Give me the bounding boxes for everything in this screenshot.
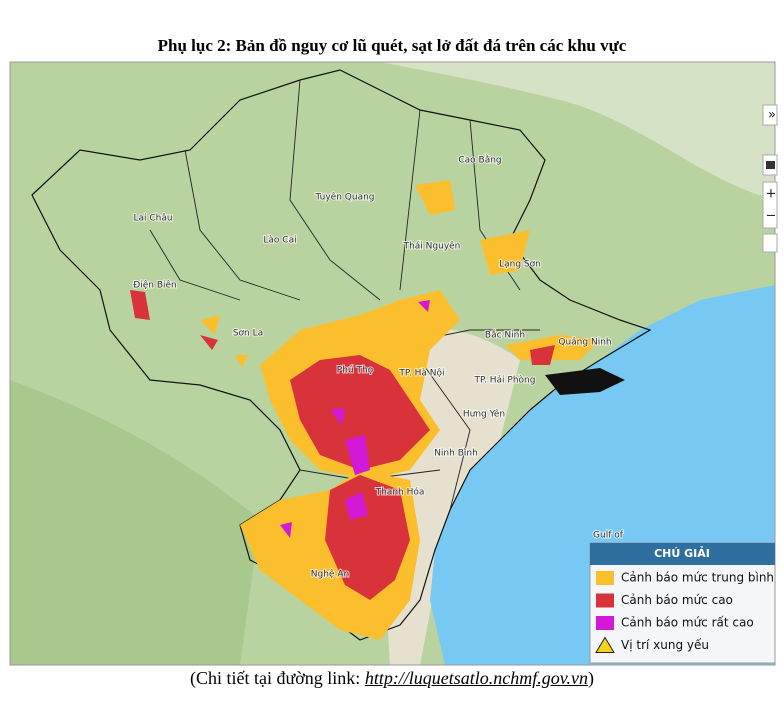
caption-link[interactable]: http://luquetsatlo.nchmf.gov.vn [364, 668, 588, 688]
legend-symbol [595, 636, 615, 653]
place-label: Sơn La [233, 329, 263, 339]
caption-text: (Chi tiết tại đường link: [190, 668, 365, 688]
place-label: Phú Thọ [337, 366, 374, 376]
map-frame [9, 61, 776, 666]
title: Phụ lục 2: Bản đồ nguy cơ lũ quét, sạt l… [157, 36, 627, 55]
place-label: Lai Châu [133, 214, 172, 224]
place-label: Lào Cai [263, 236, 296, 246]
place-label: TP. Hà Nội [398, 368, 444, 379]
place-label: Cao Bằng [458, 155, 501, 166]
place-label: Tuyên Quang [315, 192, 375, 203]
legend-label: Cảnh báo mức rất cao [621, 616, 754, 630]
zoom-in[interactable]: + [766, 187, 777, 202]
legend-swatch [596, 616, 614, 630]
legend-title: CHÚ GIẢI [654, 546, 710, 560]
legend-label: Cảnh báo mức trung bình [621, 571, 774, 585]
place-label: Nghệ An [311, 569, 349, 580]
fullscreen-button[interactable] [762, 233, 778, 253]
legend-header [590, 543, 775, 565]
place-label: Lạng Sơn [499, 260, 541, 270]
map-controls: » + − [762, 104, 778, 253]
place-label: Thái Nguyên [403, 241, 461, 252]
legend: CHÚ GIẢI Cảnh báo mức trung bình Cảnh báo… [589, 542, 776, 664]
caption: (Chi tiết tại đường link: http://luquets… [0, 668, 784, 689]
control-button[interactable] [762, 104, 778, 126]
legend-label: Vị trí xung yếu [621, 638, 709, 652]
place-label: Điện Biên [133, 280, 177, 291]
map-labels: Cao Bằng Tuyên Quang Lai Châu Lào Cai Th… [132, 154, 625, 581]
place-label: TP. Hải Phòng [474, 375, 536, 386]
zoom-control [762, 181, 778, 229]
print-icon [766, 161, 775, 169]
place-label: Ninh Bình [434, 449, 478, 459]
legend-label: Cảnh báo mức cao [621, 593, 733, 607]
place-label: Hưng Yên [463, 409, 505, 420]
caption-text: ) [587, 668, 594, 688]
zoom-out[interactable]: − [766, 209, 777, 224]
place-label: Quảng Ninh [558, 337, 611, 348]
place-label: Bắc Ninh [485, 330, 525, 341]
legend-swatch [596, 593, 614, 608]
legend-swatch [596, 571, 614, 585]
place-label: Gulf of [593, 531, 624, 541]
collapse-button[interactable]: » [768, 108, 776, 123]
place-label: Thanh Hóa [375, 487, 425, 498]
